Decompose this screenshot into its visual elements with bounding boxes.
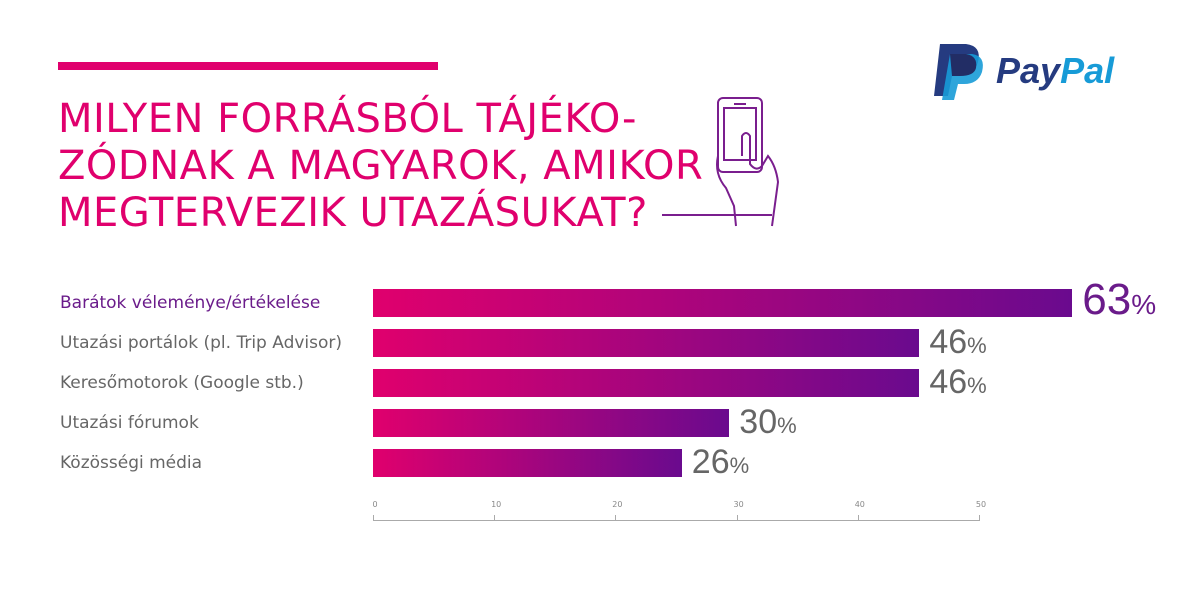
title-line-1: MILYEN FORRÁSBÓL TÁJÉKO- (58, 96, 637, 142)
wordmark-pay: Pay (996, 50, 1061, 91)
title-underline (661, 214, 772, 216)
x-tick-label: 20 (612, 500, 623, 509)
category-label: Utazási portálok (pl. Trip Advisor) (60, 333, 343, 353)
value-label: 63% (1082, 275, 1156, 325)
chart-row: Barátok véleménye/értékelése 63% (0, 275, 1200, 324)
chart-row: Közösségi média 26% (0, 443, 1200, 481)
x-axis (373, 520, 979, 521)
x-tick (736, 515, 738, 521)
x-tick (615, 515, 617, 521)
x-tick-label: 30 (733, 500, 744, 509)
smartphone-hand-icon (716, 97, 780, 227)
paypal-wordmark: PayPal (996, 50, 1114, 92)
x-tick (857, 515, 859, 521)
title-line-2: ZÓDNAK A MAGYAROK, AMIKOR (58, 143, 704, 189)
percent-sign: % (967, 373, 987, 398)
category-label: Keresőmotorok (Google stb.) (60, 373, 304, 393)
value-number: 46 (929, 323, 968, 361)
value-label: 30% (739, 403, 796, 442)
percent-sign: % (1131, 289, 1157, 320)
value-number: 26 (691, 443, 730, 481)
bar (373, 409, 730, 437)
value-number: 63 (1082, 275, 1132, 324)
x-tick-label: 10 (491, 500, 502, 509)
x-tick-label: 40 (854, 500, 865, 509)
value-number: 46 (929, 363, 968, 401)
value-label: 46% (929, 363, 986, 402)
bar (373, 329, 920, 357)
value-label: 46% (929, 323, 986, 362)
value-label: 26% (692, 443, 749, 482)
x-tick (373, 515, 374, 521)
chart-row: Utazási fórumok 30% (0, 403, 1200, 441)
chart-row: Utazási portálok (pl. Trip Advisor) 46% (0, 323, 1200, 361)
wordmark-pal: Pal (1060, 50, 1115, 91)
category-label: Utazási fórumok (60, 413, 199, 433)
category-label: Közösségi média (60, 453, 203, 473)
bar (373, 449, 682, 477)
bar (373, 369, 920, 397)
accent-bar (58, 62, 438, 70)
percent-sign: % (777, 413, 797, 438)
percent-sign: % (967, 333, 987, 358)
x-tick-label: 0 (372, 500, 378, 509)
x-tick (979, 515, 980, 521)
percent-sign: % (729, 453, 750, 478)
paypal-logo-icon (934, 44, 983, 100)
chart-row: Keresőmotorok (Google stb.) 46% (0, 363, 1200, 401)
title-line-3: MEGTERVEZIK UTAZÁSUKAT? (58, 190, 648, 236)
category-label: Barátok véleménye/értékelése (60, 293, 321, 313)
x-tick-label: 50 (975, 500, 987, 509)
value-number: 30 (739, 403, 778, 441)
bar (373, 289, 1073, 317)
x-tick (494, 515, 496, 521)
page-title: MILYEN FORRÁSBÓL TÁJÉKO- ZÓDNAK A MAGYAR… (58, 96, 772, 237)
